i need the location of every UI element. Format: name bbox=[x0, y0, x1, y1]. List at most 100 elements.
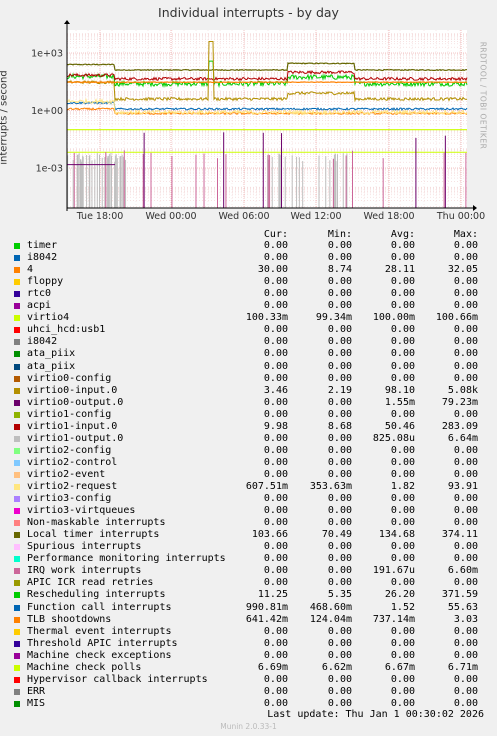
legend-swatch bbox=[14, 375, 20, 382]
legend-swatch bbox=[14, 267, 20, 274]
legend-series-name: Non-maskable interrupts bbox=[27, 517, 166, 529]
legend-series-name: acpi bbox=[27, 300, 52, 312]
legend-cur: 0.00 bbox=[263, 444, 288, 456]
legend-min: 5.35 bbox=[327, 589, 352, 601]
legend-cur: 0.00 bbox=[263, 396, 288, 408]
legend-cur: 30.00 bbox=[257, 264, 288, 276]
legend-max: 0.00 bbox=[453, 637, 478, 649]
legend-series-name: ERR bbox=[27, 685, 46, 697]
legend-min: 124.04m bbox=[309, 613, 352, 625]
legend-series-name: APIC ICR read retries bbox=[27, 577, 154, 589]
legend-series-name: virtio1-output.0 bbox=[27, 432, 124, 444]
legend-cur: 0.00 bbox=[263, 348, 288, 360]
legend-cur: 0.00 bbox=[263, 360, 288, 372]
legend-series-name: uhci_hcd:usb1 bbox=[27, 324, 106, 336]
legend-series-name: TLB shootdowns bbox=[27, 613, 112, 625]
legend-min: 0.00 bbox=[327, 336, 352, 348]
col-cur-header: Cur: bbox=[263, 229, 288, 240]
legend-series-name: Spurious interrupts bbox=[27, 541, 142, 553]
legend-series-name: virtio2-request bbox=[27, 481, 118, 492]
legend-cur: 0.00 bbox=[263, 324, 288, 336]
legend-swatch bbox=[14, 255, 20, 262]
series-line bbox=[66, 107, 468, 116]
legend-series-name: virtio0-output.0 bbox=[27, 396, 124, 408]
legend-row: rtc0 0.00 0.00 0.00 0.00 bbox=[0, 288, 497, 300]
legend-series-name: virtio2-event bbox=[27, 468, 106, 480]
legend-row: virtio1-config 0.00 0.00 0.00 0.00 bbox=[0, 409, 497, 421]
legend-min: 0.00 bbox=[327, 637, 352, 649]
legend-swatch bbox=[14, 568, 20, 575]
legend-cur: 641.42m bbox=[245, 613, 288, 625]
legend-min: 0.00 bbox=[327, 300, 352, 312]
legend-min: 0.00 bbox=[327, 553, 352, 565]
x-tick-label: Tue 18:00 bbox=[76, 211, 124, 222]
legend-series-name: virtio1-config bbox=[27, 408, 112, 420]
legend-series-name: virtio4 bbox=[27, 312, 70, 324]
legend-row: virtio1-input.0 9.98 8.68 50.46 283.09 bbox=[0, 421, 497, 433]
legend-cur: 0.00 bbox=[263, 673, 288, 685]
legend-avg: 0.00 bbox=[390, 336, 415, 348]
legend-series-name: Function call interrupts bbox=[27, 601, 172, 613]
legend-swatch bbox=[14, 423, 20, 430]
legend-avg: 0.00 bbox=[390, 444, 415, 456]
series-line bbox=[66, 101, 468, 111]
y-tick-label: 1e+00 bbox=[31, 106, 63, 117]
legend-row: virtio4 100.33m 99.34m 100.00m 100.66m bbox=[0, 312, 497, 324]
legend-avg: 0.00 bbox=[390, 553, 415, 565]
legend-swatch bbox=[14, 556, 20, 563]
legend-min: 0.00 bbox=[327, 360, 352, 372]
legend-swatch bbox=[14, 471, 20, 478]
legend-swatch bbox=[14, 435, 20, 442]
legend-cur: 0.00 bbox=[263, 300, 288, 312]
legend-avg: 0.00 bbox=[390, 697, 415, 709]
legend-row: virtio2-control 0.00 0.00 0.00 0.00 bbox=[0, 457, 497, 469]
legend-max: 0.00 bbox=[453, 553, 478, 565]
legend-row: APIC ICR read retries 0.00 0.00 0.00 0.00 bbox=[0, 577, 497, 589]
legend-cur: 0.00 bbox=[263, 685, 288, 697]
legend-min: 8.74 bbox=[327, 264, 352, 276]
legend-row: virtio2-request 607.51m 353.63m 1.82 93.91 bbox=[0, 481, 497, 493]
legend-max: 32.05 bbox=[447, 264, 478, 276]
legend-avg: 0.00 bbox=[390, 637, 415, 649]
legend-avg: 0.00 bbox=[390, 493, 415, 505]
legend-min: 0.00 bbox=[327, 468, 352, 480]
legend-row: virtio0-input.0 3.46 2.19 98.10 5.08k bbox=[0, 385, 497, 397]
legend-cur: 11.25 bbox=[257, 589, 288, 601]
legend-row: i8042 0.00 0.00 0.00 0.00 bbox=[0, 252, 497, 264]
y-axis-arrow bbox=[64, 20, 70, 24]
legend-avg: 6.67m bbox=[384, 661, 415, 673]
legend-row: IRQ work interrupts 0.00 0.00 191.67u 6.60m bbox=[0, 565, 497, 577]
legend-series-name: Hypervisor callback interrupts bbox=[27, 673, 208, 685]
col-min-header: Min: bbox=[327, 229, 352, 240]
legend-swatch bbox=[14, 243, 20, 249]
legend-max: 0.00 bbox=[453, 408, 478, 420]
legend-series-name: Machine check polls bbox=[27, 661, 142, 673]
legend-avg: 0.00 bbox=[390, 625, 415, 637]
legend-min: 0.00 bbox=[327, 396, 352, 408]
legend-swatch bbox=[14, 544, 20, 551]
legend-series-name: Machine check exceptions bbox=[27, 649, 172, 661]
legend-max: 0.00 bbox=[453, 348, 478, 360]
legend-avg: 0.00 bbox=[390, 360, 415, 372]
legend-cur: 607.51m bbox=[245, 481, 288, 492]
legend-max: 0.00 bbox=[453, 372, 478, 384]
legend-min: 0.00 bbox=[327, 276, 352, 288]
legend-max: 0.00 bbox=[453, 456, 478, 468]
legend-cur: 6.69m bbox=[257, 661, 288, 673]
legend-swatch bbox=[14, 327, 20, 334]
legend-row: Spurious interrupts 0.00 0.00 0.00 0.00 bbox=[0, 541, 497, 553]
legend-avg: 0.00 bbox=[390, 649, 415, 661]
legend-series-name: Threshold APIC interrupts bbox=[27, 637, 178, 649]
legend-series-name: virtio0-config bbox=[27, 372, 112, 384]
legend-min: 0.00 bbox=[327, 565, 352, 577]
munin-version: Munin 2.0.33-1 bbox=[220, 722, 277, 731]
legend-max: 0.00 bbox=[453, 288, 478, 300]
legend-cur: 990.81m bbox=[245, 601, 288, 613]
legend-min: 0.00 bbox=[327, 685, 352, 697]
legend-cur: 0.00 bbox=[263, 240, 288, 251]
legend-swatch bbox=[14, 628, 20, 635]
legend-swatch bbox=[14, 688, 20, 695]
legend-swatch bbox=[14, 447, 20, 454]
x-tick-label: Wed 12:00 bbox=[290, 211, 341, 222]
legend-cur: 0.00 bbox=[263, 468, 288, 480]
